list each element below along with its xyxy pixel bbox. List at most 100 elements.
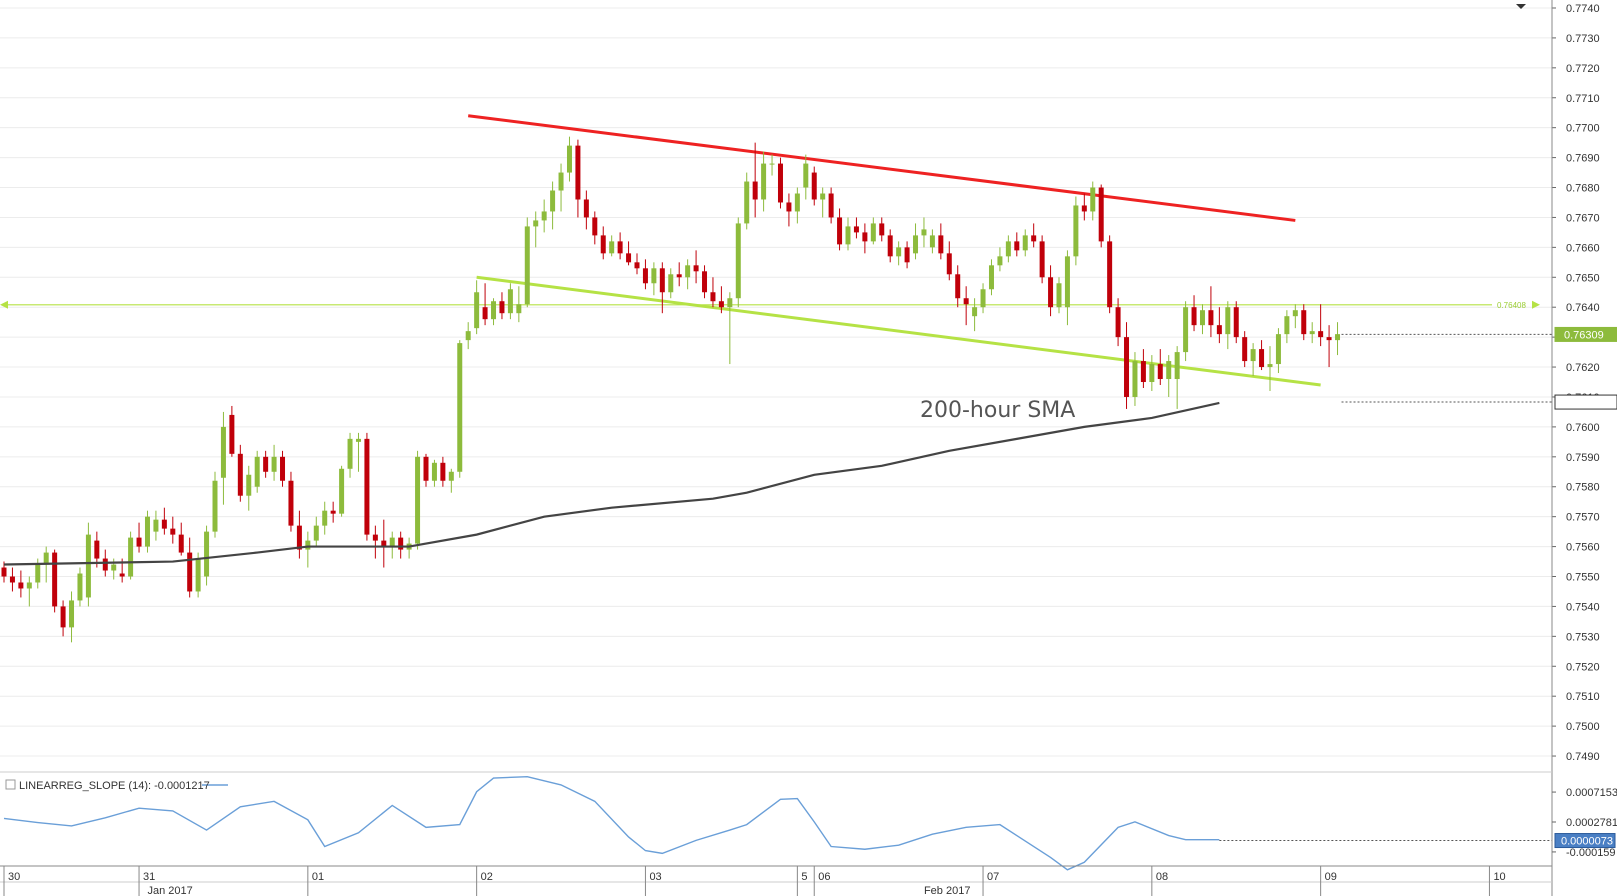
price-tick-label: 0.7560: [1566, 542, 1600, 554]
candle-body: [187, 552, 193, 592]
indicator-tag-box: [1554, 833, 1616, 849]
candle-body: [845, 226, 851, 245]
candle-body: [26, 582, 32, 589]
candle-body: [642, 268, 648, 284]
candle-body: [195, 558, 201, 592]
candle-body: [389, 537, 395, 547]
candle-body: [735, 223, 741, 299]
candle-body: [870, 223, 876, 242]
candle-body: [1242, 337, 1248, 362]
candle-body: [1039, 241, 1045, 278]
candle-body: [710, 292, 716, 302]
candle-body: [280, 456, 286, 481]
candle-body: [752, 181, 758, 200]
candle-body: [423, 456, 429, 481]
candle-body: [1233, 307, 1239, 338]
month-label: Jan 2017: [147, 885, 192, 896]
candle-body: [879, 223, 885, 236]
candle-body: [457, 343, 463, 472]
candle-body: [600, 235, 606, 254]
candle-body: [60, 606, 66, 628]
candle-body: [499, 301, 505, 314]
candle-body: [1318, 331, 1324, 338]
candle-body: [1014, 241, 1020, 251]
date-tick-label: 31: [143, 871, 155, 883]
candle-body: [170, 528, 176, 535]
candle-body: [1115, 307, 1121, 338]
price-tick-label: 0.7660: [1566, 242, 1600, 254]
candle-body: [963, 298, 969, 305]
candle-body: [803, 163, 809, 188]
candle-body: [786, 202, 792, 212]
candle-body: [1208, 310, 1214, 326]
candle-body: [128, 537, 134, 577]
candle-body: [1216, 325, 1222, 335]
candle-body: [676, 274, 682, 278]
candle-body: [972, 307, 978, 317]
candle-body: [718, 301, 724, 308]
candle-body: [1275, 334, 1281, 365]
price-tags: 0.76309 0.76083: [1341, 326, 1617, 410]
candle-body: [288, 480, 294, 526]
candle-body: [77, 573, 83, 601]
candle-body: [1090, 187, 1096, 212]
horizontal-level-label: 0.76408: [1497, 301, 1526, 310]
sma-200: [3, 401, 1220, 566]
candle-body: [811, 172, 817, 200]
price-tick-label: 0.7580: [1566, 482, 1600, 494]
candle-body: [431, 462, 437, 481]
date-tick-label: 10: [1493, 871, 1505, 883]
arrow-left-icon: [0, 300, 8, 309]
slope-series-line: [3, 775, 1220, 871]
candle-body: [237, 453, 243, 496]
price-tick-label: 0.7710: [1566, 93, 1600, 105]
candle-body: [516, 304, 522, 314]
candle-body: [440, 462, 446, 481]
candle-body: [777, 163, 783, 203]
candle-body: [550, 190, 556, 212]
candle-body: [212, 480, 218, 532]
candlesticks: [1, 136, 1341, 643]
indicator-tick-label: -0.000159: [1566, 847, 1616, 859]
candle-body: [398, 537, 404, 550]
date-tick-label: 5: [801, 871, 807, 883]
candle-body: [1, 567, 7, 577]
trend-lines: 0.76408: [0, 114, 1540, 387]
candle-body: [1301, 310, 1307, 335]
candle-body: [1073, 205, 1079, 257]
candle-body: [921, 229, 927, 236]
sma-annotation: 200-hour SMA: [920, 398, 1075, 423]
candle-body: [313, 525, 319, 541]
candle-body: [85, 534, 91, 598]
linearreg-panel: 0.0000073: [3, 775, 1616, 871]
chevron-down-icon: [1516, 4, 1526, 9]
arrow-right-icon: [1532, 300, 1540, 309]
candle-body: [1250, 349, 1256, 362]
candle-body: [634, 262, 640, 269]
candle-body: [828, 193, 834, 218]
candle-body: [862, 232, 868, 242]
candle-body: [702, 271, 708, 293]
candle-body: [609, 241, 615, 254]
candle-body: [9, 576, 15, 583]
candle-body: [1191, 307, 1197, 326]
candle-body: [769, 163, 775, 165]
price-tick-label: 0.7550: [1566, 572, 1600, 584]
candle-body: [355, 438, 361, 442]
candle-body: [744, 181, 750, 224]
candle-body: [533, 220, 539, 227]
candle-body: [347, 438, 353, 469]
price-tag-box: [1554, 326, 1617, 342]
candle-body: [1259, 349, 1265, 368]
candle-body: [938, 235, 944, 254]
candle-body: [558, 172, 564, 191]
candle-body: [1022, 235, 1028, 251]
date-tick-label: 08: [1156, 871, 1168, 883]
candle-body: [693, 265, 699, 272]
candle-body: [1157, 364, 1163, 380]
candle-body: [204, 531, 210, 577]
candle-body: [372, 534, 378, 541]
candle-body: [1309, 331, 1315, 335]
price-tick-label: 0.7590: [1566, 452, 1600, 464]
